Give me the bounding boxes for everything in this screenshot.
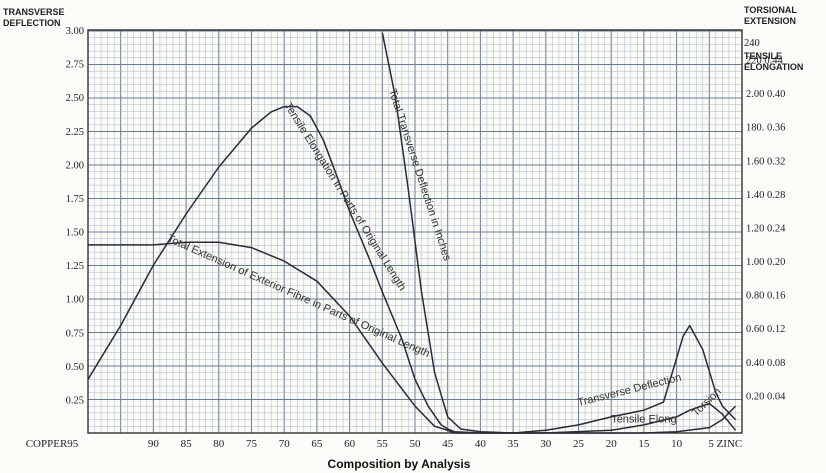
x-tick-label: 50 xyxy=(410,438,422,450)
y-right-tick-label: 220 0.44 xyxy=(746,56,784,67)
x-tick-label: 20 xyxy=(606,438,618,450)
x-tick-label: 60 xyxy=(344,438,356,450)
annotation-torsion: Torsion xyxy=(690,386,724,419)
right-axis-label-line-1: TORSIONAL xyxy=(744,5,797,15)
annotation-tensile-elongation: Tensile Elongation in Parts of Original … xyxy=(282,100,409,293)
x-tick-label: 65 xyxy=(311,438,323,450)
y-left-tick-labels: 0.25 0.50 0.75 1.00 1.25 1.50 1.75 2.00 2.25 2.50… xyxy=(66,26,84,406)
y-right-tick-label: 2.00 0.40 xyxy=(746,89,785,100)
y-tick-label: 2.25 xyxy=(66,127,84,138)
y-right-tick-label: 0.40 0.08 xyxy=(746,358,785,369)
y-right-tick-label: 0.60 0.12 xyxy=(746,324,785,335)
y-tick-label: 2.75 xyxy=(66,60,84,71)
y-right-tick-label: 180. 0.36 xyxy=(746,123,785,134)
y-tick-label: 0.50 xyxy=(66,362,84,373)
x-tick-labels: COPPER95 90 85 80 75 70 65 60 55 50 45 40 35 30 25 20 15… xyxy=(26,438,743,450)
y-tick-label: 3.00 xyxy=(66,26,84,37)
x-tick-label: 5 ZINC xyxy=(708,438,742,450)
series-tensile-elongation-line xyxy=(87,105,737,434)
y-right-tick-label: 1.00 0.20 xyxy=(746,257,785,268)
x-tick-label: 85 xyxy=(181,438,193,450)
right-axis-label-line-4: TENSILE xyxy=(744,51,782,61)
y-right-tick-label: 0.80 0.16 xyxy=(746,291,785,302)
x-tick-label: 30 xyxy=(540,438,552,450)
y-right-tick-label: 1.60 0.32 xyxy=(746,156,785,167)
x-tick-label: 90 xyxy=(148,438,160,450)
x-tick-label: 70 xyxy=(279,438,291,450)
y-tick-label: 1.50 xyxy=(66,228,84,239)
chart-curves xyxy=(87,32,737,434)
y-tick-label: 1.75 xyxy=(66,194,84,205)
x-tick-label: COPPER95 xyxy=(26,438,79,450)
right-axis-label-line-3: 240 xyxy=(744,38,760,49)
annotation-tensile-elong: Tensile Elong xyxy=(611,413,676,425)
x-tick-label: 35 xyxy=(508,438,520,450)
y-tick-label: 0.25 xyxy=(66,395,84,406)
x-tick-label: 40 xyxy=(475,438,487,450)
right-axis-label: TORSIONAL EXTENSION 240 TENSILE ELONGATI… xyxy=(744,5,803,72)
y-tick-label: 2.50 xyxy=(66,93,84,104)
right-axis-label-line-2: EXTENSION xyxy=(744,16,796,26)
x-tick-label: 10 xyxy=(671,438,683,450)
y-right-tick-label: 1.20 0.24 xyxy=(746,223,786,234)
y-right-tick-label: 0.20 0.04 xyxy=(746,391,786,402)
x-tick-label: 75 xyxy=(246,438,258,450)
y-tick-label: 1.25 xyxy=(66,261,84,272)
left-axis-label: TRANSVERSE DEFLECTION xyxy=(3,7,65,28)
y-tick-label: 1.00 xyxy=(66,295,84,306)
plot-frame xyxy=(87,29,743,434)
y-tick-label: 0.75 xyxy=(66,328,84,339)
x-tick-label: 45 xyxy=(442,438,454,450)
y-right-tick-label: 1.40 0.28 xyxy=(746,190,785,201)
chart-caption: Composition by Analysis xyxy=(328,457,471,471)
right-axis-label-line-5: ELONGATION xyxy=(744,62,803,72)
left-axis-label-line-1: TRANSVERSE xyxy=(3,7,65,17)
x-tick-label: 55 xyxy=(377,438,389,450)
annotation-transverse-deflection-inches: Total Transverse Deflection in Inches xyxy=(386,88,453,263)
chart-grid xyxy=(87,29,743,434)
annotation-total-extension: Total Extension of Exterior Fibre in Par… xyxy=(165,233,431,360)
y-right-tick-labels: 0.20 0.04 0.40 0.08 0.60 0.12 0.80 0.16 1.00… xyxy=(746,56,786,403)
left-axis-label-line-2: DEFLECTION xyxy=(3,18,61,28)
x-tick-label: 15 xyxy=(638,438,650,450)
x-tick-label: 25 xyxy=(573,438,585,450)
x-tick-label: 80 xyxy=(213,438,225,450)
y-tick-label: 2.00 xyxy=(66,160,84,171)
series-total-extension-line xyxy=(88,241,737,434)
series-transverse-deflection-line xyxy=(381,32,737,434)
